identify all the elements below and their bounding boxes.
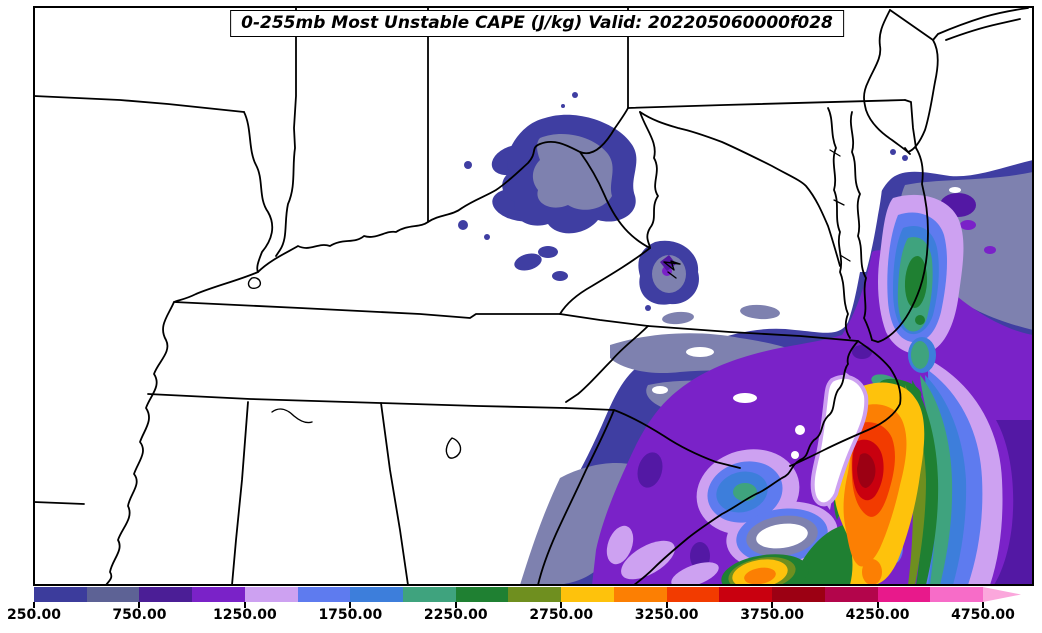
- colorbar-tick-label: 4750.00: [951, 607, 1015, 623]
- new-madrid-loop: [247, 277, 262, 290]
- nj-coast: [904, 39, 939, 153]
- va-tn-border: [559, 313, 649, 327]
- coastal-low-cape-hole: [810, 374, 869, 507]
- colorbar: 250.00 750.00 1250.00 1750.00 2250.00 2750.00…: [7, 587, 1021, 623]
- wv-va-border: [639, 111, 659, 249]
- colorbar-tick-label: 750.00: [112, 607, 167, 623]
- colorbar-segment: [508, 587, 562, 602]
- plot-title: 0-255mb Most Unstable CAPE (J/kg) Valid:…: [230, 10, 844, 37]
- colorbar-segment: [350, 587, 404, 602]
- chesapeake-east-shore: [849, 111, 873, 341]
- colorbar-segment: [34, 587, 87, 602]
- colorbar-segment: [613, 587, 667, 602]
- nj-north-border: [889, 9, 934, 41]
- colorbar-tick-label: 250.00: [6, 607, 62, 623]
- ga-sc-border: [537, 409, 615, 585]
- outer-banks: [789, 340, 902, 467]
- colorbar-tick: [982, 602, 984, 608]
- colorbar-segment: [86, 587, 140, 602]
- colorbar-tick-label: 3750.00: [740, 607, 804, 623]
- colorbar-tick-label: 3250.00: [634, 607, 699, 623]
- colorbar-segment: [930, 587, 983, 602]
- mason-dixon-line: [627, 99, 906, 109]
- colorbar-segment: [455, 587, 509, 602]
- colorbar-segment: [244, 587, 298, 602]
- potomac-river: [639, 111, 841, 267]
- lake-al: [271, 408, 313, 424]
- border-topleft-diagonal: [34, 95, 245, 113]
- colorbar-tick-label: 1250.00: [212, 607, 277, 623]
- delmarva-coast: [871, 147, 929, 343]
- atlantic-coastline: [633, 340, 859, 585]
- nc-tn-border: [565, 325, 649, 403]
- ga-nc-border: [565, 407, 615, 411]
- colorbar-segment: [297, 587, 351, 602]
- chesapeake-west-shore: [827, 107, 851, 339]
- colorbar-tick: [876, 602, 879, 608]
- colorbar-tick: [771, 602, 774, 608]
- colorbar-tick-label: 2250.00: [423, 607, 488, 623]
- state-borders: [34, 7, 1029, 585]
- ky-va-border: [559, 247, 651, 315]
- colorbar-arrow: [983, 587, 1021, 602]
- nc-sc-border: [613, 409, 741, 469]
- colorbar-tick: [243, 602, 246, 608]
- colorbar-segments: [34, 587, 983, 602]
- colorbar-tick-label: 2750.00: [529, 607, 594, 623]
- map-frame: [33, 6, 1034, 586]
- mississippi-river-il: [243, 111, 274, 273]
- colorbar-tick: [665, 602, 668, 608]
- colorbar-tick: [138, 602, 141, 608]
- colorbar-segment: [877, 587, 931, 602]
- colorbar-ticks: [33, 602, 984, 608]
- ms-al-border: [231, 401, 249, 585]
- colorbar-segment: [719, 587, 773, 602]
- colorbar-segment: [824, 587, 878, 602]
- colorbar-segment: [666, 587, 720, 602]
- nj-west-border: [863, 9, 911, 155]
- colorbar-tick: [560, 602, 563, 608]
- tn-south-border: [147, 393, 567, 409]
- mississippi-river-lower: [105, 271, 259, 585]
- colorbar-tick: [454, 602, 457, 608]
- colorbar-segment: [772, 587, 825, 602]
- colorbar-segment: [192, 587, 245, 602]
- colorbar-tick: [349, 602, 352, 608]
- al-ga-border: [380, 402, 409, 585]
- va-river-mark: [663, 260, 681, 279]
- cape-maximum: [857, 453, 876, 488]
- contour-fills: [458, 92, 1033, 585]
- colorbar-tick: [33, 602, 35, 608]
- va-nc-border: [647, 325, 859, 342]
- delaware-border: [904, 99, 917, 149]
- colorbar-tick-labels: 250.00 750.00 1250.00 1750.00 2250.00 2750.00…: [7, 607, 1015, 625]
- colorbar-tick-label: 4250.00: [845, 607, 910, 623]
- colorbar-segment: [561, 587, 614, 602]
- lake-ga: [445, 437, 462, 459]
- ky-wv-border: [579, 151, 651, 249]
- long-island: [932, 7, 1029, 41]
- colorbar-segment: [403, 587, 456, 602]
- colorbar-tick-label: 1750.00: [318, 607, 383, 623]
- ky-tn-border: [173, 301, 561, 319]
- la-border: [34, 501, 85, 505]
- colorbar-segment: [139, 587, 193, 602]
- bay-branches: [829, 149, 851, 262]
- indiana-border: [275, 7, 297, 257]
